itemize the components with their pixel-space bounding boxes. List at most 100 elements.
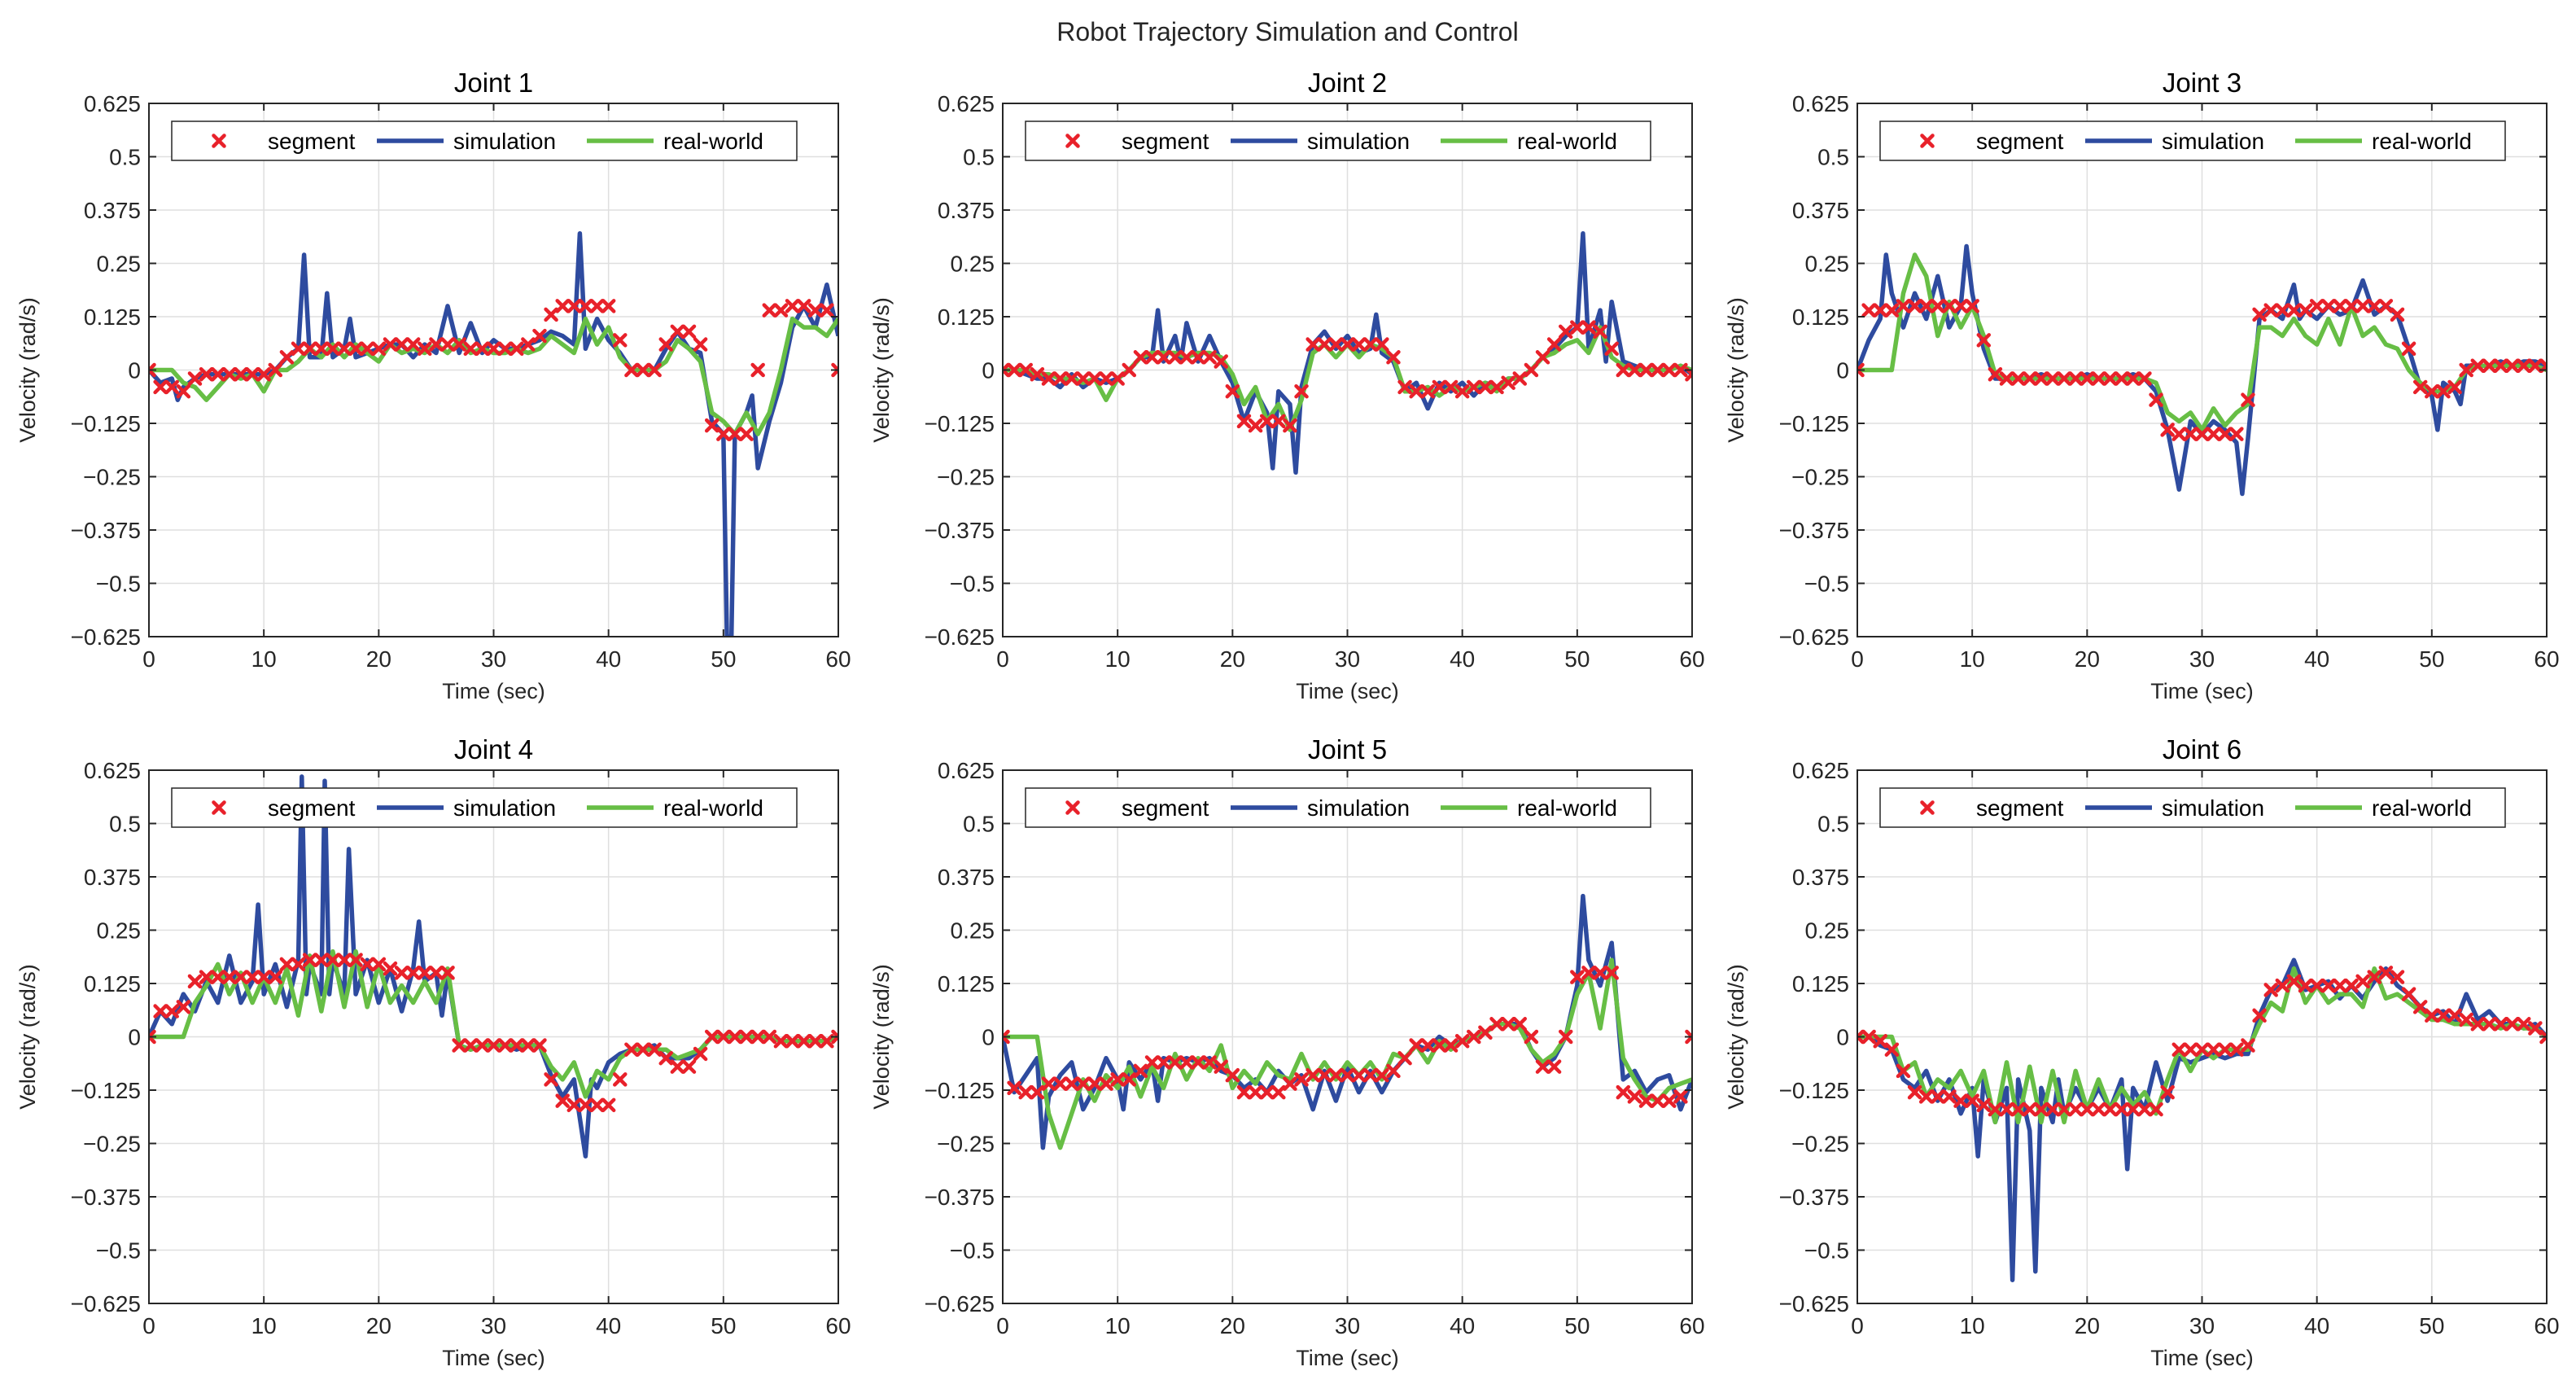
legend-box [1025,787,1651,828]
segment-marker [1375,337,1389,352]
segment-marker [2528,1021,2543,1036]
y-tick-label: −0.25 [937,465,995,490]
legend: segment simulation real-world [171,120,798,161]
x-tick-label: 20 [366,1313,391,1338]
segment-marker [2286,303,2302,318]
segment-marker [1003,362,1010,378]
segment-marker [1328,337,1344,352]
segment-marker [2252,307,2267,322]
segment-marker [750,362,765,378]
segment-marker [601,1097,616,1113]
segment-marker [2171,1042,2187,1057]
segment-marker [245,366,260,382]
segment-marker [1202,350,1217,365]
segment-marker [486,1038,501,1053]
segment-marker [1236,1084,1252,1100]
segment-marker [681,324,697,339]
segment-marker [1317,337,1332,352]
segment-marker [1076,371,1091,386]
segment-marker [2412,379,2428,395]
y-tick-label: −0.125 [925,411,995,436]
segment-marker [1191,350,1205,365]
segment-marker [2102,371,2118,386]
segment-marker [2149,1102,2163,1117]
segment-marker [1627,362,1642,378]
segment-marker [164,379,179,395]
segment-marker [326,953,340,967]
segment-marker [1512,1017,1527,1032]
segment-marker [497,341,513,357]
segment-marker [429,337,444,352]
x-tick-label: 10 [1960,1313,1985,1338]
segment-marker [1030,366,1045,382]
x-tick-label: 30 [481,646,506,672]
segment-marker [2378,299,2394,313]
x-tick-label: 0 [142,1313,155,1338]
segment-marker [199,366,214,382]
segment-marker [1420,1038,1436,1053]
segment-marker [2263,983,2278,997]
segment-marker [1685,1029,1692,1045]
segment-marker [1003,1029,1010,1045]
chart-panel-1: 0 10 20 30 40 50 60 −0.625 −0.5 −0.375 −0.25 −0.125… [15,68,851,703]
segment-marker [509,341,524,357]
legend-label-simulation: simulation [1307,129,1410,154]
legend-label-real-world: real-world [663,129,763,154]
segment-marker [1110,1072,1125,1087]
segment-marker [521,337,536,352]
y-tick-label: 0.625 [1792,91,1849,116]
x-tick-label: 40 [2304,1313,2329,1338]
segment-marker [1099,371,1113,386]
segment-marker [1144,350,1160,365]
segment-marker [2482,358,2497,374]
x-tick-label: 0 [1851,1313,1864,1338]
segment-marker [1604,341,1619,357]
x-tick-label: 10 [1105,646,1131,672]
legend: segment simulation real-world [1879,787,2506,828]
y-tick-label: 0.375 [84,198,141,223]
segment-marker [1884,1042,1900,1057]
segment-marker [1650,362,1665,378]
segment-marker [2459,362,2473,378]
segment-marker [187,371,203,386]
segment-marker [1546,337,1562,352]
segment-marker [2183,427,2198,441]
segment-marker [475,1038,490,1053]
segment-marker [1501,1017,1515,1032]
segment-marker [348,953,363,967]
segment-marker [475,341,490,357]
y-tick-label: 0 [1836,358,1849,383]
segment-marker [820,1033,834,1049]
segment-marker [2275,978,2290,993]
x-axis-label: Time (sec) [442,1346,545,1370]
segment-marker [716,427,731,441]
legend: segment simulation real-world [1025,787,1651,828]
segment-marker [1409,383,1424,399]
y-tick-label: −0.5 [1804,572,1849,597]
segment-marker [2263,303,2278,318]
segment-marker [2102,1102,2118,1117]
segment-marker [2045,371,2060,386]
segment-marker [613,1072,628,1087]
segment-marker [2229,427,2244,441]
segment-marker [1168,350,1183,365]
segment-marker [636,1042,650,1057]
segment-marker [578,299,593,313]
y-tick-label: −0.625 [71,1291,141,1316]
legend-label-simulation: simulation [453,129,556,154]
segment-marker [210,970,225,984]
segment-marker [2355,974,2370,989]
segment-marker [1873,1033,1887,1049]
segment-marker [1340,337,1355,352]
segment-marker [728,427,742,441]
segment-marker [383,337,398,352]
segment-marker [1133,350,1148,365]
segment-marker [176,1000,191,1014]
segment-marker [279,350,295,365]
segment-marker [624,1042,639,1057]
segment-marker [704,1029,719,1045]
segment-marker [1214,354,1228,369]
segment-marker [1673,1089,1688,1104]
segment-marker [1179,350,1194,365]
segment-marker [1259,414,1275,429]
